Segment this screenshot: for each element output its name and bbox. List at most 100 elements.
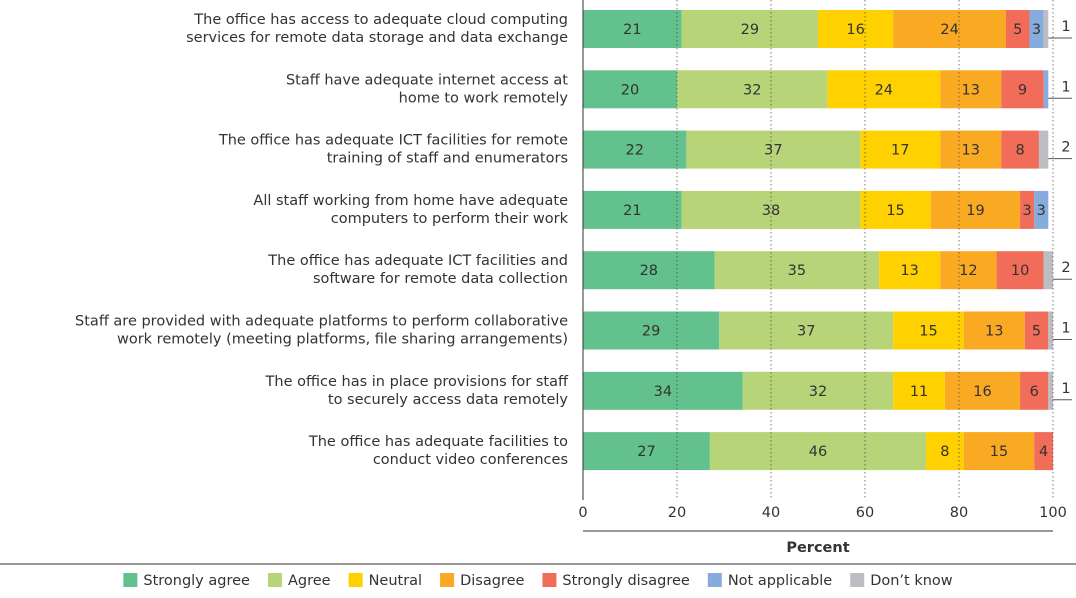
category-label-line: services for remote data storage and dat… xyxy=(186,30,568,46)
category-label-line: The office has adequate ICT facilities a… xyxy=(267,253,568,269)
category-label-line: The office has adequate facilities to xyxy=(308,434,568,450)
bar-segment xyxy=(940,70,1002,109)
category-label-line: computers to perform their work xyxy=(331,211,569,227)
bar-segment xyxy=(818,10,894,48)
value-label: 1 xyxy=(1061,79,1070,95)
bar-segment xyxy=(1006,10,1030,48)
bar-segment xyxy=(742,371,894,410)
value-label: 13 xyxy=(962,82,980,98)
legend-label: Not applicable xyxy=(728,573,832,589)
value-label: 37 xyxy=(764,143,782,159)
value-label: 24 xyxy=(940,22,958,38)
x-tick-label: 60 xyxy=(856,505,874,521)
value-label: 13 xyxy=(985,324,1003,340)
bar-segment xyxy=(719,311,894,350)
bar-segment xyxy=(677,70,828,109)
bar-segment xyxy=(583,432,710,471)
category-label-line: training of staff and enumerators xyxy=(327,151,568,167)
bar-segment xyxy=(1034,190,1049,229)
value-label: 5 xyxy=(1013,22,1022,38)
bar-segment xyxy=(940,130,1002,169)
category-label-line: software for remote data collection xyxy=(313,271,568,287)
bar-segment xyxy=(930,190,1021,229)
bar-segment xyxy=(583,70,677,109)
value-label: 12 xyxy=(959,263,977,279)
value-label: 13 xyxy=(900,263,918,279)
value-label: 6 xyxy=(1030,384,1039,400)
value-label: 10 xyxy=(1011,263,1029,279)
bar-segment xyxy=(714,251,880,290)
category-label: Staff are provided with adequate platfor… xyxy=(75,314,568,348)
bar-segment xyxy=(944,371,1021,410)
category-label: The office has adequate facilities to con… xyxy=(308,434,568,468)
legend-swatch xyxy=(850,573,865,587)
value-label: 34 xyxy=(654,384,672,400)
legend-swatch xyxy=(542,573,557,587)
bar-segment xyxy=(926,432,964,471)
bar-segment xyxy=(583,311,720,350)
value-label: 32 xyxy=(743,82,761,98)
bar-segment xyxy=(1048,371,1053,410)
category-label-line: Staff have adequate internet access at xyxy=(286,72,568,88)
value-label: 35 xyxy=(788,263,806,279)
legend-swatch xyxy=(707,573,722,587)
category-label-line: The office has access to adequate cloud … xyxy=(193,12,568,28)
bar-segment xyxy=(1034,432,1053,471)
legend-label: Disagree xyxy=(460,573,524,589)
value-label: 29 xyxy=(642,324,660,340)
value-label: 21 xyxy=(623,203,641,219)
bar-segment xyxy=(1038,130,1049,169)
value-label: 2 xyxy=(1061,260,1070,276)
legend-label: Don’t know xyxy=(870,573,953,589)
category-label-line: conduct video conferences xyxy=(373,452,568,468)
value-label: 3 xyxy=(1023,203,1032,219)
category-label-line: Staff are provided with adequate platfor… xyxy=(75,314,568,330)
category-label: The office has in place provisions for s… xyxy=(265,374,569,408)
category-label-line: The office has adequate ICT facilities f… xyxy=(218,133,568,149)
bar-segment xyxy=(583,251,715,290)
x-tick-label: 80 xyxy=(950,505,968,521)
value-label: 9 xyxy=(1018,82,1027,98)
legend-swatch xyxy=(123,573,138,587)
bar-segment xyxy=(709,432,927,471)
value-label: 2 xyxy=(1061,140,1070,156)
value-label: 21 xyxy=(623,22,641,38)
value-label: 28 xyxy=(640,263,658,279)
bar-segment xyxy=(1029,10,1044,48)
value-label: 16 xyxy=(973,384,991,400)
x-tick-label: 40 xyxy=(762,505,780,521)
bar-segment xyxy=(1043,10,1049,48)
legend-label: Agree xyxy=(288,573,331,589)
value-label: 13 xyxy=(962,143,980,159)
legend-swatch xyxy=(348,573,363,587)
value-label: 22 xyxy=(625,143,643,159)
x-tick-label: 0 xyxy=(578,505,587,521)
bar-segment xyxy=(1024,311,1049,350)
x-tick-label: 20 xyxy=(668,505,686,521)
bar-segment xyxy=(1001,130,1039,169)
value-label: 24 xyxy=(875,82,893,98)
category-label-line: work remotely (meeting platforms, file s… xyxy=(117,332,568,348)
bar-segment xyxy=(686,130,861,169)
value-label: 11 xyxy=(910,384,928,400)
category-label-line: All staff working from home have adequat… xyxy=(253,193,568,209)
bar-segment xyxy=(963,432,1035,471)
bar-segment xyxy=(1020,190,1035,229)
value-label: 3 xyxy=(1037,203,1046,219)
value-label: 15 xyxy=(919,324,937,340)
bar-segment xyxy=(583,10,682,48)
value-label: 32 xyxy=(809,384,827,400)
x-tick-label: 100 xyxy=(1039,505,1067,521)
bar-segment xyxy=(583,130,687,169)
legend-label: Neutral xyxy=(369,573,423,589)
legend-label: Strongly disagree xyxy=(562,573,689,589)
bar-segment xyxy=(996,251,1044,290)
bar-segment xyxy=(860,130,941,169)
legend-label: Strongly agree xyxy=(143,573,250,589)
bar-segment xyxy=(1048,311,1053,350)
value-label: 38 xyxy=(762,203,780,219)
bar-segment xyxy=(1043,70,1049,109)
bar-segment xyxy=(879,251,941,290)
value-label: 16 xyxy=(846,22,864,38)
